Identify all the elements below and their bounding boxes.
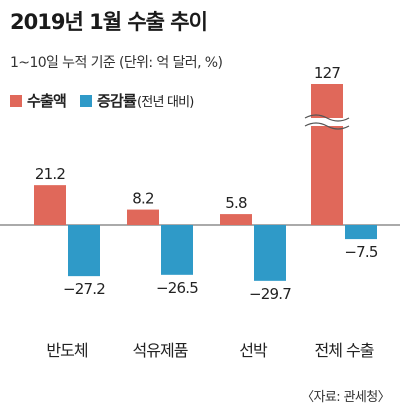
legend: 수출액 증감률 (전년 대비)	[10, 90, 208, 111]
legend-item-growth: 증감률 (전년 대비)	[80, 90, 194, 111]
bar-export-3	[311, 84, 343, 225]
data-label-growth-3: −7.5	[344, 243, 377, 261]
category-label-2: 선박	[239, 341, 268, 360]
category-label-3: 전체 수출	[315, 341, 374, 360]
legend-swatch-growth	[80, 94, 93, 107]
bar-export-2	[220, 214, 252, 225]
legend-item-export: 수출액	[10, 90, 67, 111]
axis-break-mark-bottom	[304, 122, 350, 130]
data-label-export-0: 21.2	[35, 165, 65, 183]
data-label-export-3: 127	[314, 64, 340, 82]
data-label-export-2: 5.8	[225, 194, 247, 212]
bar-growth-1	[161, 225, 193, 275]
axis-break-mark-top	[304, 114, 350, 122]
axis-break-gap	[305, 118, 349, 126]
legend-swatch-export	[10, 94, 22, 107]
data-label-growth-0: −27.2	[63, 280, 105, 298]
data-label-growth-2: −29.7	[249, 285, 291, 303]
bar-growth-0	[68, 225, 100, 277]
data-label-export-1: 8.2	[132, 190, 154, 208]
data-label-growth-1: −26.5	[156, 279, 198, 297]
category-label-1: 석유제품	[133, 341, 188, 360]
bar-export-1	[127, 209, 159, 225]
legend-note-growth: (전년 대비)	[137, 95, 194, 110]
chart-title: 2019년 1월 수출 추이	[10, 10, 208, 34]
legend-label-growth: 증감률	[97, 92, 137, 110]
bar-growth-2	[254, 225, 286, 281]
legend-label-export: 수출액	[27, 92, 67, 110]
bar-growth-3	[345, 225, 377, 240]
bar-export-0	[34, 185, 66, 225]
source-note: 〈자료: 관세청〉	[301, 390, 391, 405]
category-label-0: 반도체	[46, 341, 87, 360]
chart-subtitle: 1~10일 누적 기준 (단위: 억 달러, %)	[10, 55, 223, 71]
